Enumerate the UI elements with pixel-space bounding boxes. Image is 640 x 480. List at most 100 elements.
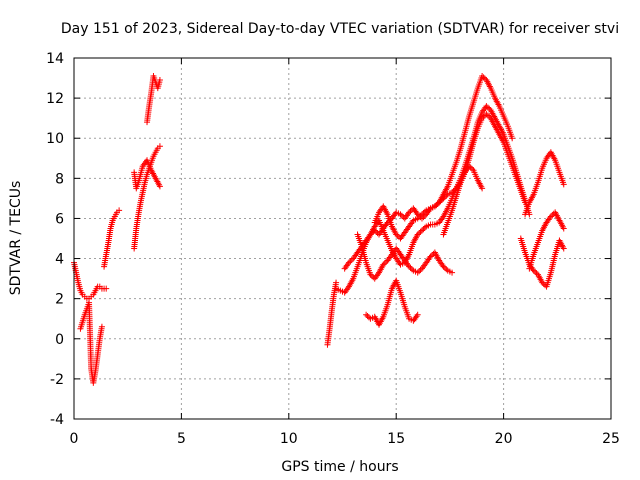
data-point [363,311,370,318]
data-point [98,323,105,330]
data-point [417,228,424,235]
y-tick-label: -2 [50,372,64,388]
data-point [483,111,490,118]
data-point [539,279,546,286]
data-point [509,135,516,142]
x-tick-label: 15 [387,431,405,447]
data-point [483,103,490,110]
data-point [418,211,425,218]
data-point [414,231,421,238]
data-point [367,271,374,278]
data-point [408,266,415,273]
data-point [380,261,387,268]
data-point [420,210,427,217]
data-point [429,252,435,259]
data-point [394,232,401,239]
x-tick-label: 20 [495,431,513,447]
y-tick-label: 8 [55,171,64,187]
data-point [484,104,491,111]
data-point [443,266,450,273]
plot-frame [73,57,612,420]
data-point [549,212,556,219]
data-point [348,256,355,263]
y-tick-label: -4 [50,412,64,428]
y-tick-label: 10 [46,131,64,147]
data-point [156,77,163,84]
data-point [479,73,486,80]
data-point [440,263,447,270]
y-axis-label: SDTVAR / TECUs [8,181,24,296]
series-s16 [526,209,567,272]
series-s15 [517,235,567,290]
y-tick-label: 0 [55,332,64,348]
data-point [364,313,371,320]
data-point [427,253,434,260]
data-point [530,267,537,274]
x-tick-label: 0 [70,431,79,447]
data-point [547,213,554,220]
data-point [368,272,375,279]
series-s14 [522,149,567,218]
data-point [406,209,413,216]
series-s5 [131,157,163,192]
data-point [540,280,547,287]
data-point [479,185,486,192]
data-point [532,268,539,275]
data-point [421,208,428,215]
y-tick-label: 6 [55,211,64,227]
data-point [466,163,473,170]
data-point [393,231,400,238]
series-s11 [354,231,456,282]
data-point [417,212,424,219]
data-point [345,259,352,266]
series-s2 [77,299,105,386]
data-point [397,211,404,218]
data-point [407,208,414,215]
data-point [433,202,440,209]
grid-lines [74,58,611,419]
data-point [414,311,421,318]
series-s8 [333,111,529,296]
data-point [414,269,421,276]
data-point [416,230,423,237]
data-point [417,266,424,273]
chart-title: Day 151 of 2023, Sidereal Day-to-day VTE… [61,21,619,37]
data-point [560,225,567,232]
y-tick-label: 12 [46,91,64,107]
x-tick-label: 25 [602,431,620,447]
y-tick-label: 14 [46,51,64,67]
data-point [469,165,476,172]
data-point [420,226,427,233]
data-point [116,207,123,214]
data-point [560,245,567,252]
data-point [414,215,421,222]
series-s1 [71,259,110,302]
data-point [480,74,487,81]
data-point [156,183,163,190]
data-point [373,228,380,235]
series-s3 [101,207,123,270]
y-tick-label: 2 [55,292,64,308]
data-point [560,181,567,188]
series-s12 [363,277,421,328]
data-point [398,212,405,219]
data-point [406,263,413,270]
data-point [416,214,423,221]
data-points [71,73,567,386]
data-point [381,260,388,267]
data-point [441,264,448,271]
series-s10 [371,73,516,242]
y-tick-label: 4 [55,252,64,268]
data-point [347,258,354,265]
data-point [467,164,474,171]
data-point [484,112,491,119]
axis-ticks: 0 5 10 15 20 25 -4 -2 0 2 4 6 8 10 12 14 [46,51,620,447]
data-point [156,143,163,150]
data-point [449,269,456,276]
data-point [418,227,425,234]
data-point [333,279,340,286]
data-point [383,258,390,265]
data-point [431,203,438,210]
series-s6 [144,73,163,126]
